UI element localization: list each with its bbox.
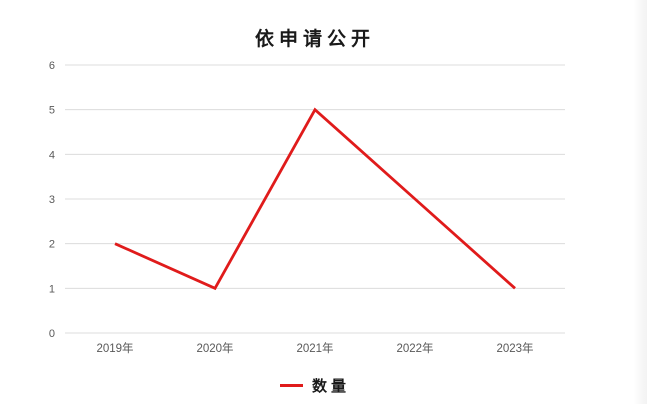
y-axis-tick-label: 3	[49, 194, 55, 206]
chart-title: 依申请公开	[254, 29, 375, 50]
series-line-数量	[114, 107, 516, 291]
legend-line-marker	[279, 383, 303, 387]
y-axis-tick-label: 0	[49, 328, 55, 340]
x-axis-tick-label: 2022年	[396, 341, 433, 355]
y-axis-tick-label: 1	[49, 283, 55, 295]
x-axis-tick-label: 2020年	[196, 341, 233, 355]
y-axis-tick-label: 2	[49, 239, 55, 251]
x-axis-tick-label: 2019年	[96, 341, 133, 355]
y-axis-tick-label: 6	[49, 60, 55, 72]
x-axis-tick-label: 2023年	[496, 341, 533, 355]
y-axis-tick-label: 4	[49, 149, 55, 161]
y-axis-tick-label: 5	[49, 105, 55, 117]
legend-series-label: 数量	[311, 378, 350, 395]
x-axis-tick-label: 2021年	[296, 341, 333, 355]
chart-legend: 数量	[65, 374, 565, 396]
